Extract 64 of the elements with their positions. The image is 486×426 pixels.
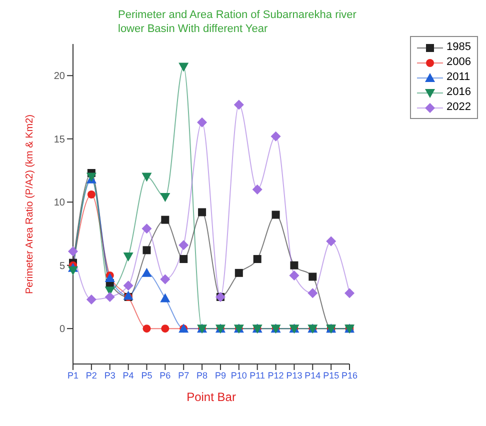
x-tick-label: P8 [196, 370, 208, 380]
point [160, 293, 170, 302]
chart-title: Perimeter and Area Ration of Subarnarekha river lower Basin With different Year [118, 8, 358, 36]
point [142, 268, 152, 277]
point [289, 270, 300, 280]
point [142, 172, 152, 182]
point [87, 190, 96, 199]
legend-label: 2022 [446, 100, 471, 115]
x-tick-label: P14 [304, 370, 321, 380]
x-tick-label: P6 [160, 370, 171, 380]
legend-label: 2006 [446, 55, 471, 70]
point [252, 184, 262, 194]
x-tick-label: P16 [342, 370, 358, 380]
point [104, 292, 115, 302]
x-tick-label: P5 [141, 370, 152, 380]
point [344, 288, 355, 298]
x-tick-label: P2 [86, 370, 97, 380]
point [68, 266, 78, 276]
x-tick-label: P11 [250, 370, 266, 380]
point [142, 324, 151, 333]
point [270, 131, 281, 142]
point [160, 274, 170, 284]
point [234, 100, 244, 110]
point [326, 236, 336, 246]
point [290, 261, 298, 270]
x-tick-label: P9 [214, 370, 226, 380]
x-tick-label: P1 [67, 370, 79, 380]
point [161, 324, 170, 333]
x-axis-title: Point Bar [186, 390, 236, 404]
x-tick-label: P4 [122, 370, 134, 380]
y-tick-label: 0 [59, 324, 66, 336]
point [161, 216, 170, 224]
x-tick-label: P10 [230, 370, 247, 380]
legend-label: 2016 [446, 85, 471, 100]
point [104, 272, 115, 282]
y-axis-title: Perimeter Area Ratio (P/A2) (km & Km2) [24, 114, 36, 294]
legend-label: 2011 [446, 70, 470, 85]
point [197, 117, 208, 128]
point [308, 272, 317, 281]
y-tick-label: 10 [54, 198, 66, 209]
x-tick-label: P3 [104, 370, 116, 380]
x-tick-label: P7 [178, 370, 190, 380]
point [142, 246, 151, 254]
x-tick-label: P15 [323, 370, 340, 380]
point [123, 280, 134, 291]
y-tick-label: 5 [59, 260, 66, 272]
x-tick-label: P13 [286, 370, 302, 380]
point [253, 255, 262, 264]
y-tick-label: 20 [54, 71, 66, 82]
point [142, 224, 152, 234]
point [198, 208, 206, 216]
point [123, 252, 134, 262]
x-tick-label: P12 [268, 370, 284, 380]
point [308, 288, 318, 298]
point [178, 62, 189, 72]
point [160, 193, 170, 202]
point [272, 210, 280, 219]
point [178, 240, 189, 250]
point [234, 268, 243, 277]
point [86, 294, 96, 304]
point [180, 255, 188, 264]
y-tick-label: 15 [54, 134, 66, 146]
legend-label: 1985 [446, 40, 471, 55]
point [68, 246, 78, 256]
